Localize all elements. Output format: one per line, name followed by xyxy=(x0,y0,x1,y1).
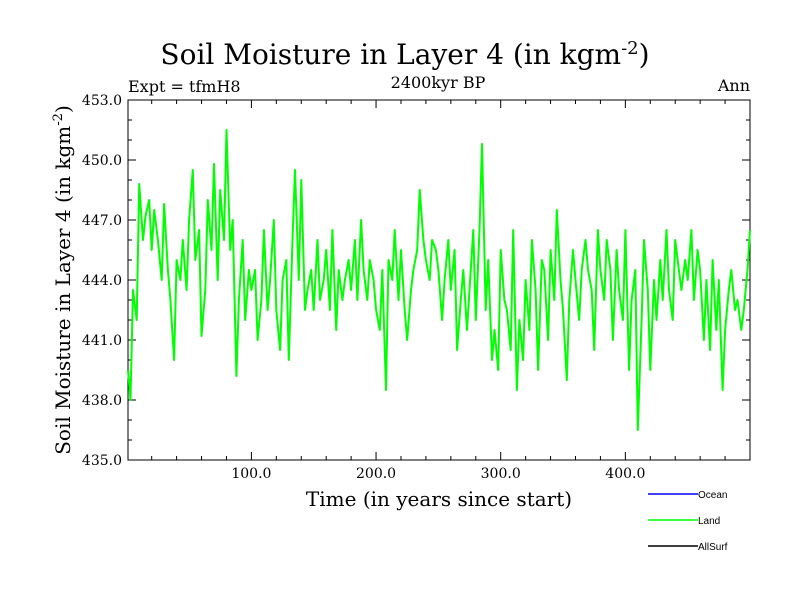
legend: Ocean Land AllSurf xyxy=(648,490,728,553)
chart-subtitle: 2400kyr BP xyxy=(391,73,486,92)
x-tick-label: 400.0 xyxy=(605,466,645,482)
y-tick-label: 435.0 xyxy=(82,453,122,469)
x-tick-label: 200.0 xyxy=(356,466,396,482)
chart-title: Soil Moisture in Layer 4 (in kgm-2) xyxy=(160,38,649,71)
experiment-label: Expt = tfmH8 xyxy=(128,77,241,96)
y-tick-label: 453.0 xyxy=(82,93,122,109)
y-tick-label: 438.0 xyxy=(82,393,122,409)
x-tick-label: 300.0 xyxy=(481,466,521,482)
period-label: Ann xyxy=(717,76,750,95)
legend-label-allsurf: AllSurf xyxy=(698,542,728,553)
legend-label-ocean: Ocean xyxy=(698,490,727,501)
y-tick-label: 444.0 xyxy=(82,273,122,289)
y-tick-label: 441.0 xyxy=(82,333,122,349)
y-tick-label: 447.0 xyxy=(82,213,122,229)
y-axis-label: Soil Moisture in Layer 4 (in kgm-2) xyxy=(51,105,75,455)
y-axis: 435.0 438.0 441.0 444.0 447.0 450.0 453.0 xyxy=(82,93,750,469)
series-layer xyxy=(127,129,751,431)
x-axis-label: Time (in years since start) xyxy=(306,487,572,511)
x-axis: 100.0 200.0 300.0 400.0 xyxy=(151,100,726,482)
x-tick-label: 100.0 xyxy=(231,466,271,482)
y-tick-label: 450.0 xyxy=(82,153,122,169)
series-line-land xyxy=(127,129,751,431)
legend-label-land: Land xyxy=(698,516,720,527)
